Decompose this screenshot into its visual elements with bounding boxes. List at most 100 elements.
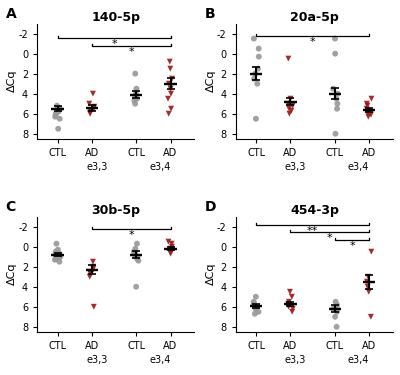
Point — [55, 126, 61, 132]
Text: *: * — [327, 233, 332, 243]
Point — [165, 96, 171, 102]
Text: *: * — [128, 230, 134, 240]
Point — [55, 109, 61, 115]
Point — [254, 81, 260, 87]
Text: e3,3: e3,3 — [86, 355, 108, 365]
Point — [133, 91, 139, 97]
Title: 20a-5p: 20a-5p — [290, 10, 339, 24]
Title: 140-5p: 140-5p — [91, 10, 140, 24]
Point — [134, 96, 140, 102]
Point — [285, 56, 292, 62]
Point — [332, 51, 338, 57]
Point — [330, 86, 336, 92]
Point — [165, 238, 172, 244]
Point — [168, 241, 175, 247]
Point — [286, 106, 292, 112]
Point — [90, 266, 96, 272]
Point — [56, 251, 62, 257]
Point — [250, 302, 257, 308]
Point — [251, 301, 257, 307]
Text: e3,3: e3,3 — [86, 162, 108, 172]
Point — [90, 91, 96, 97]
Point — [134, 241, 140, 247]
Point — [87, 110, 93, 116]
Point — [57, 254, 64, 260]
Point — [133, 86, 140, 92]
Point — [252, 70, 258, 76]
Point — [52, 114, 58, 120]
Point — [90, 264, 96, 270]
Point — [134, 254, 141, 260]
Y-axis label: ΔCq: ΔCq — [206, 263, 216, 285]
Point — [57, 106, 63, 112]
Point — [132, 251, 138, 257]
Point — [285, 101, 291, 107]
Point — [368, 96, 375, 102]
Point — [365, 108, 371, 114]
Point — [286, 299, 292, 305]
Y-axis label: ΔCq: ΔCq — [7, 263, 17, 285]
Point — [364, 279, 370, 285]
Point — [135, 258, 142, 264]
Point — [332, 314, 338, 320]
Point — [368, 249, 374, 255]
Point — [286, 302, 292, 308]
Point — [289, 309, 295, 315]
Text: A: A — [6, 7, 16, 21]
Point — [167, 249, 174, 255]
Point — [91, 104, 98, 110]
Point — [365, 109, 372, 115]
Point — [256, 46, 262, 52]
Point — [86, 274, 93, 280]
Point — [56, 108, 62, 114]
Point — [52, 252, 58, 258]
Point — [333, 304, 340, 310]
Point — [368, 314, 374, 320]
Text: D: D — [204, 200, 216, 214]
Point — [56, 116, 63, 122]
Point — [286, 111, 293, 117]
Point — [250, 299, 257, 305]
Point — [132, 253, 138, 259]
Point — [253, 294, 259, 300]
Point — [132, 93, 138, 99]
Text: e3,3: e3,3 — [285, 355, 306, 365]
Point — [285, 301, 291, 307]
Point — [166, 58, 173, 64]
Text: e3,4: e3,4 — [149, 355, 170, 365]
Point — [333, 324, 340, 330]
Point — [169, 244, 175, 250]
Point — [54, 103, 60, 109]
Point — [365, 111, 371, 117]
Point — [334, 106, 340, 112]
Point — [332, 131, 339, 137]
Point — [255, 309, 262, 315]
Point — [252, 305, 258, 311]
Point — [169, 76, 175, 82]
Point — [251, 76, 257, 82]
Point — [256, 54, 262, 60]
Point — [134, 256, 140, 262]
Point — [168, 246, 174, 252]
Point — [252, 311, 258, 317]
Point — [334, 302, 340, 308]
Text: e3,3: e3,3 — [285, 162, 306, 172]
Point — [132, 101, 138, 107]
Point — [334, 91, 341, 97]
Point — [334, 101, 340, 107]
Text: *: * — [128, 47, 134, 57]
Text: **: ** — [307, 226, 318, 236]
Point — [132, 246, 138, 252]
Point — [290, 306, 296, 312]
Title: 454-3p: 454-3p — [290, 204, 339, 217]
Text: C: C — [6, 200, 16, 214]
Point — [364, 103, 371, 109]
Point — [55, 247, 61, 253]
Point — [254, 304, 260, 310]
Point — [87, 108, 94, 114]
Point — [88, 271, 94, 277]
Text: B: B — [204, 7, 215, 21]
Text: *: * — [349, 241, 355, 251]
Point — [332, 299, 339, 305]
Point — [287, 289, 293, 295]
